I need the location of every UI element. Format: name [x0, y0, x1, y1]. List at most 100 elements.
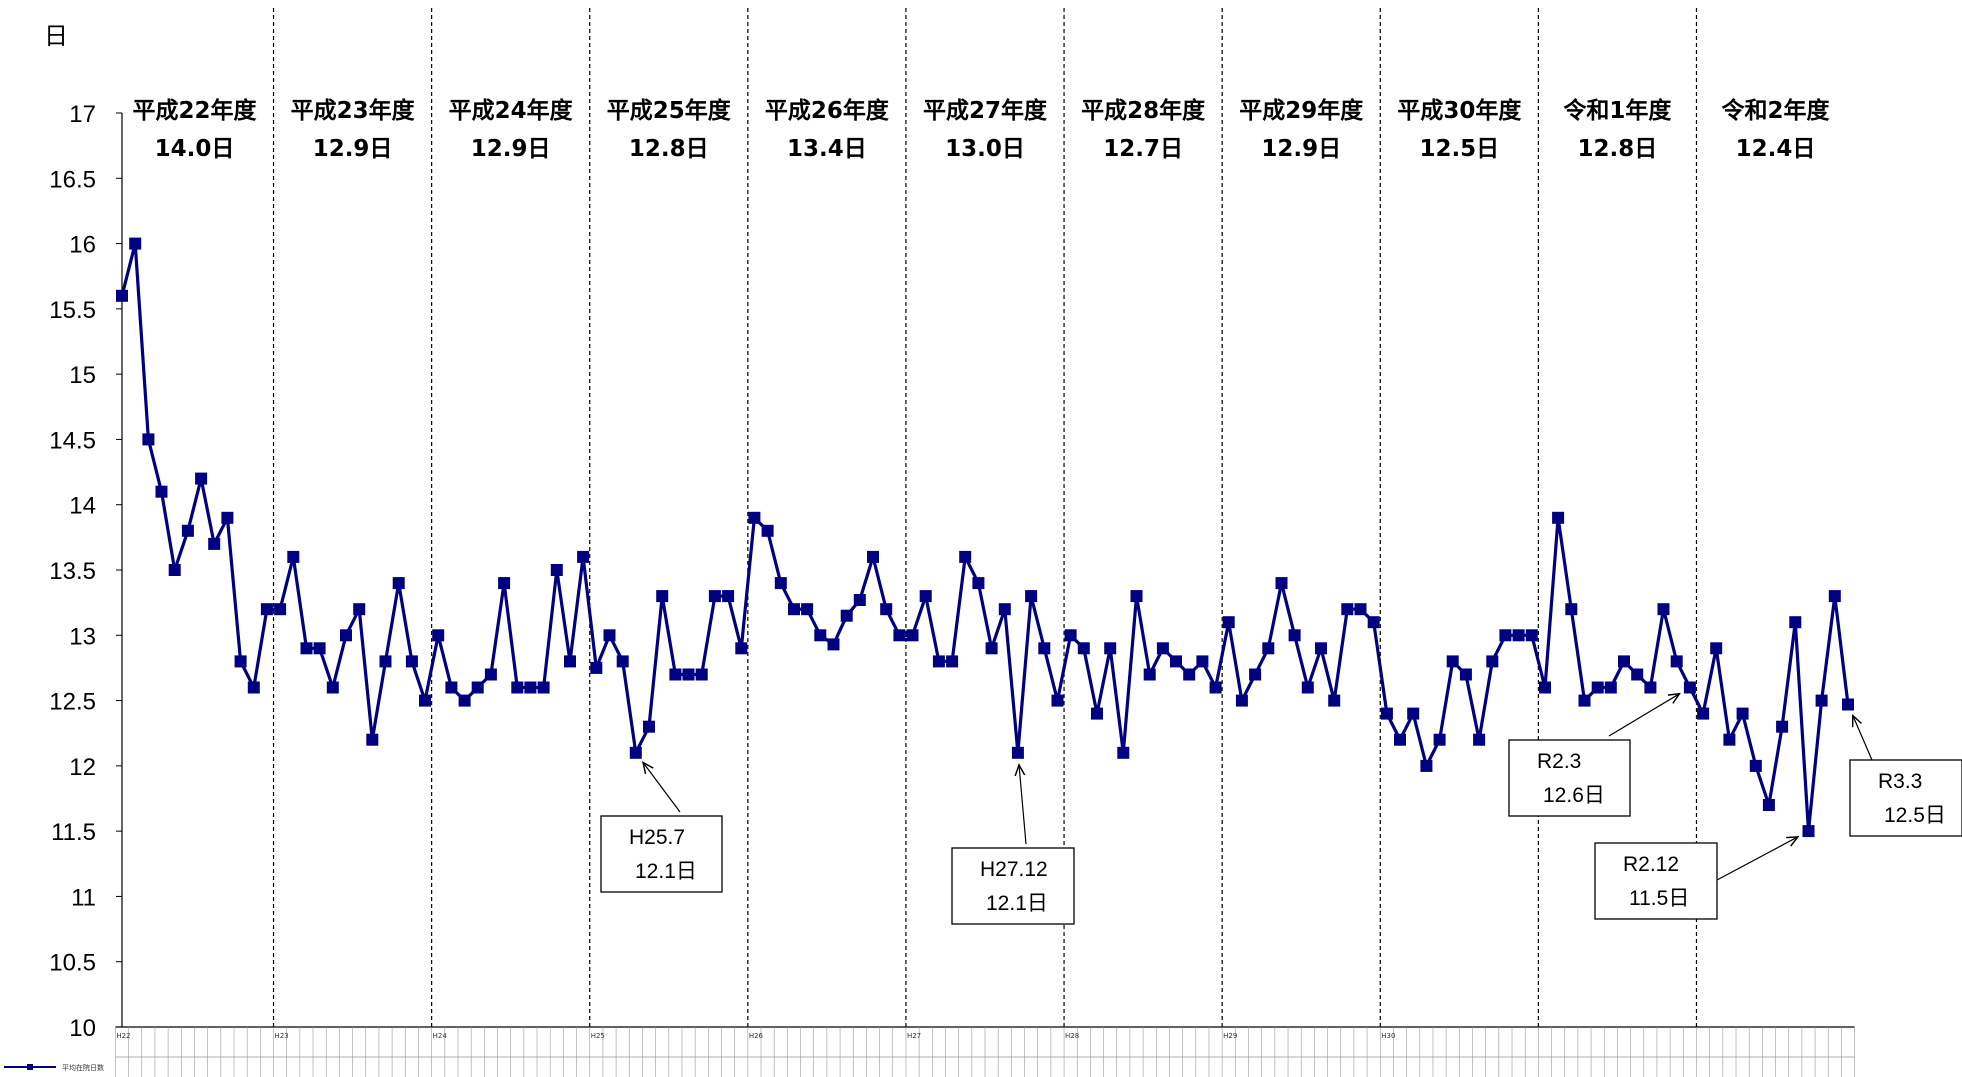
legend: 平均在院日数	[4, 1063, 104, 1072]
data-point	[1341, 603, 1354, 616]
data-point	[643, 720, 655, 733]
data-point	[1354, 603, 1367, 616]
fiscal-year-name: 平成30年度	[1397, 97, 1522, 124]
data-point	[1683, 681, 1696, 694]
data-point	[1446, 655, 1459, 668]
data-point	[1433, 733, 1446, 746]
data-point	[1064, 629, 1077, 642]
data-point	[471, 681, 484, 694]
data-point	[1762, 799, 1775, 811]
fiscal-year-dividers	[272, 8, 1698, 1027]
data-point	[1710, 642, 1723, 655]
data-point	[1156, 642, 1169, 655]
y-axis-unit-label: 日	[44, 23, 68, 50]
data-point	[1380, 707, 1393, 720]
data-point	[1328, 694, 1341, 707]
data-point	[1644, 681, 1657, 694]
data-point	[445, 681, 458, 694]
table-year-tag: H22	[116, 1032, 130, 1040]
y-tick-label: 11	[71, 884, 96, 911]
data-point	[1657, 603, 1670, 616]
data-point	[774, 577, 787, 590]
data-point	[524, 681, 537, 694]
data-point	[116, 289, 128, 302]
data-point	[1776, 720, 1789, 733]
data-table-strip: H22 H23 H24 H25 H26 H27 H28 H29 H30	[115, 1026, 1855, 1077]
fiscal-year-name: 平成24年度	[449, 97, 574, 124]
data-point	[1512, 629, 1525, 642]
y-tick-label: 14.5	[49, 427, 96, 454]
data-point	[1301, 681, 1314, 694]
fiscal-year-average: 14.0日	[155, 136, 235, 162]
annotation-box	[1849, 759, 1962, 837]
table-year-tag: H27	[907, 1032, 921, 1040]
table-year-tag: H23	[275, 1032, 289, 1040]
fiscal-year-name: 平成29年度	[1239, 97, 1364, 124]
data-point	[1789, 616, 1802, 629]
data-point	[458, 694, 471, 707]
data-point	[1842, 698, 1854, 711]
y-tick-label: 16	[69, 232, 96, 259]
data-point	[1525, 629, 1538, 642]
data-point	[1025, 590, 1038, 603]
annotation-value: 12.6日	[1543, 784, 1605, 807]
data-point	[761, 524, 774, 537]
data-point	[656, 590, 669, 603]
data-point	[1539, 681, 1551, 694]
data-point	[867, 550, 879, 563]
data-point	[1749, 759, 1762, 772]
data-point	[1183, 668, 1196, 681]
data-point	[550, 564, 563, 576]
fiscal-year-average: 12.9日	[313, 136, 393, 162]
data-point	[748, 511, 761, 524]
table-year-tag: H25	[591, 1032, 605, 1040]
y-tick-label: 16.5	[49, 166, 96, 193]
data-point	[313, 642, 326, 655]
table-year-tag: H30	[1381, 1032, 1395, 1040]
data-point	[1209, 681, 1222, 694]
data-point	[1288, 629, 1301, 642]
y-tick-label: 14	[69, 493, 96, 520]
data-point	[1196, 655, 1209, 668]
annotation-box	[951, 847, 1075, 925]
data-point	[1170, 655, 1182, 668]
data-point	[1578, 694, 1591, 707]
data-point	[1222, 616, 1235, 629]
data-point	[498, 577, 511, 590]
data-point	[155, 485, 168, 498]
data-point	[603, 629, 616, 642]
data-point	[537, 681, 550, 694]
data-point	[1552, 511, 1565, 524]
annotation-period: R3.3	[1878, 770, 1922, 793]
annotation-arrow	[643, 762, 681, 813]
data-point	[1104, 642, 1117, 655]
data-point	[1367, 616, 1380, 629]
annotation-box	[600, 815, 723, 893]
data-point	[682, 668, 695, 681]
annotation-value: 12.1日	[635, 860, 697, 883]
annotation-arrow	[1853, 716, 1873, 761]
data-point	[1235, 694, 1248, 707]
data-point	[788, 603, 800, 616]
data-point	[195, 472, 208, 485]
data-point	[695, 668, 708, 681]
table-year-tag: H26	[749, 1032, 764, 1040]
data-point	[274, 603, 287, 616]
data-point	[722, 590, 735, 603]
data-point	[353, 603, 366, 616]
data-point	[1697, 707, 1710, 720]
data-point	[564, 655, 576, 668]
data-point	[1459, 668, 1472, 681]
data-point	[392, 577, 405, 590]
data-point	[1262, 642, 1275, 655]
y-tick-label: 10.5	[49, 950, 96, 977]
table-year-tag: H28	[1065, 1032, 1079, 1040]
data-point	[1275, 577, 1288, 590]
data-point	[1604, 681, 1617, 694]
legend-swatch-marker	[27, 1064, 33, 1070]
data-point	[840, 609, 853, 622]
data-point	[893, 629, 906, 642]
fiscal-year-average: 12.8日	[629, 136, 709, 162]
data-point	[287, 550, 300, 563]
data-point	[1143, 668, 1156, 681]
